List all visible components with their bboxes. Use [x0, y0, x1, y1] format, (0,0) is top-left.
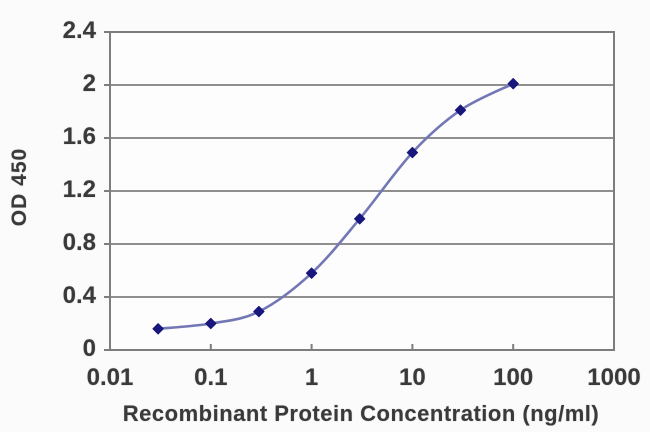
x-axis-title: Recombinant Protein Concentration (ng/ml… [122, 401, 600, 426]
data-point-marker [305, 267, 318, 279]
x-tick-label: 1000 [587, 364, 641, 391]
y-tick-label: 0.8 [62, 229, 96, 256]
y-axis-title: OD 450 [8, 147, 31, 227]
data-point-marker [253, 305, 265, 318]
x-tick-label: 100 [493, 364, 534, 391]
data-point-marker [406, 146, 419, 159]
y-tick-label: 1.6 [62, 123, 96, 150]
y-tick-label: 1.2 [62, 176, 96, 203]
x-tick-label: 0.01 [86, 364, 134, 391]
data-point-marker [205, 317, 217, 330]
x-tick-label: 0.1 [194, 364, 228, 391]
y-tick-label: 2 [82, 70, 96, 97]
y-tick-label: 2.4 [62, 17, 96, 44]
y-tick-label: 0.4 [62, 282, 96, 309]
data-point-marker [353, 213, 366, 225]
data-point-marker [454, 104, 467, 116]
data-point-marker [152, 323, 164, 335]
y-tick-label: 0 [82, 335, 96, 362]
data-point-marker [507, 77, 519, 90]
x-tick-label: 10 [399, 364, 426, 391]
x-tick-label: 1 [304, 364, 319, 391]
series-line [156, 82, 515, 331]
